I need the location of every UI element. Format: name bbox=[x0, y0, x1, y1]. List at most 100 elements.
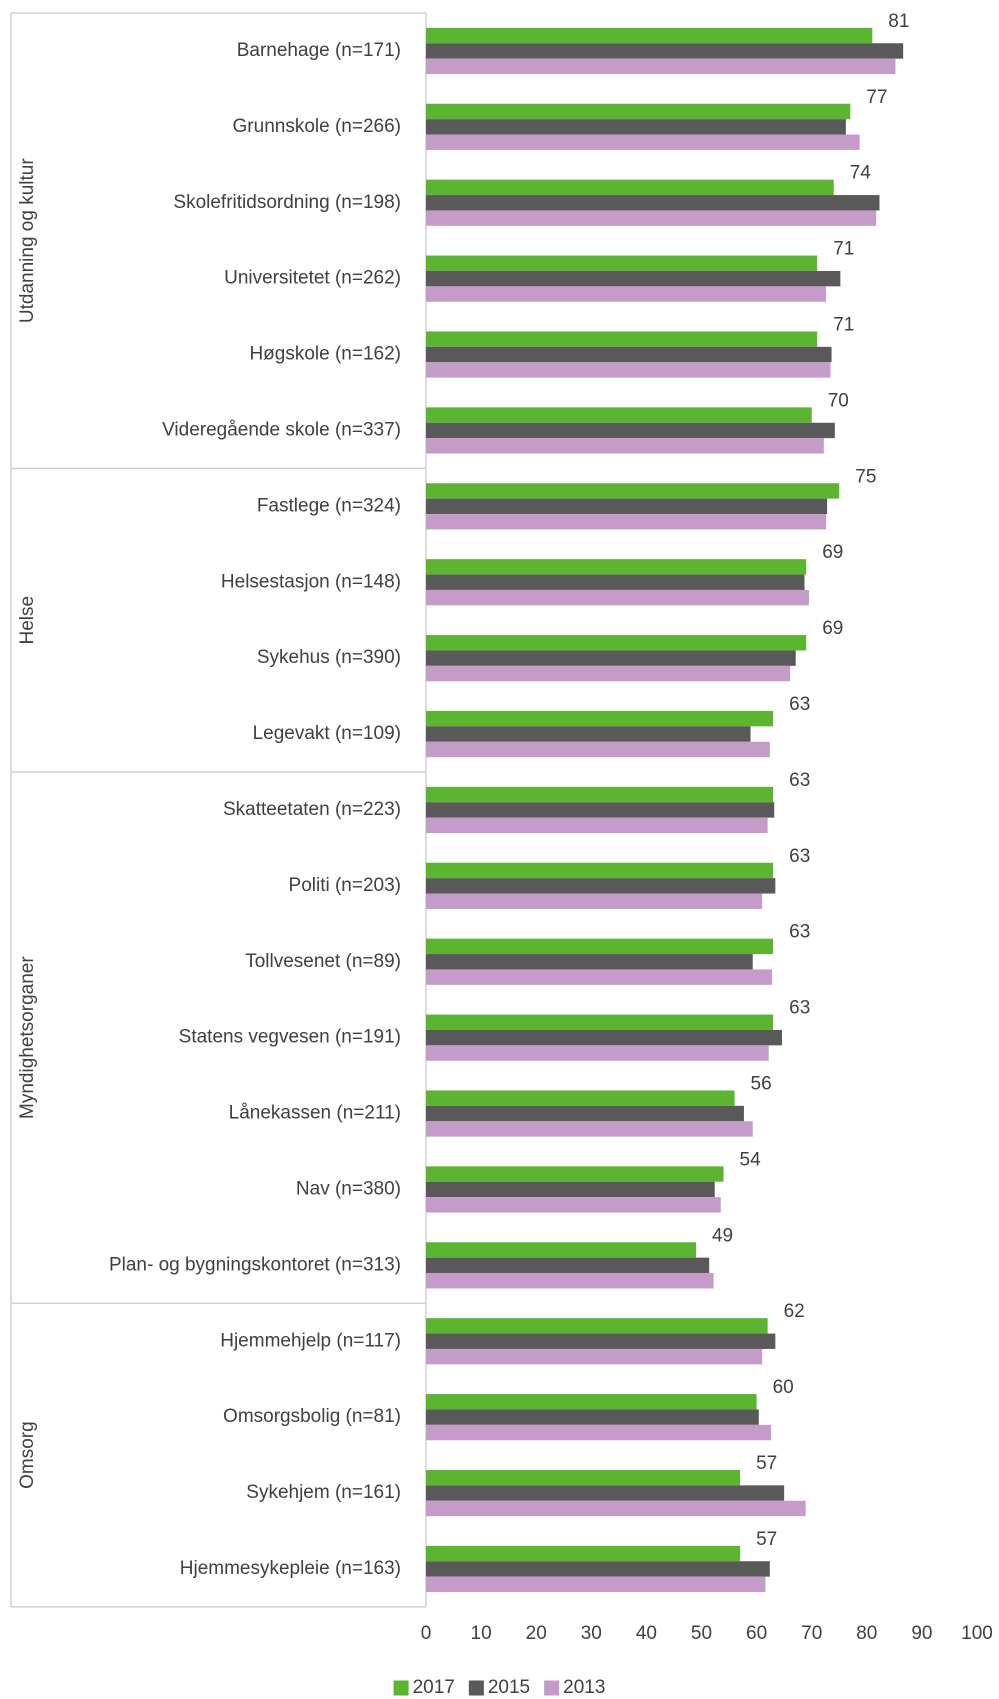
y-tick-label: Hjemmehjelp (n=117) bbox=[220, 1330, 401, 1351]
bar bbox=[426, 954, 753, 970]
y-tick-label: Legevakt (n=109) bbox=[253, 723, 401, 744]
legend-swatch bbox=[393, 1680, 409, 1696]
y-tick-label: Universitetet (n=262) bbox=[224, 268, 401, 289]
bar bbox=[426, 1273, 714, 1289]
bar bbox=[426, 438, 824, 454]
bar bbox=[426, 255, 818, 271]
bar bbox=[426, 589, 809, 606]
bar bbox=[426, 195, 880, 211]
bar bbox=[426, 635, 807, 651]
y-tick-label: Lånekassen (n=211) bbox=[229, 1103, 401, 1124]
y-tick-label: Politi (n=203) bbox=[289, 875, 401, 896]
x-tick-label: 30 bbox=[581, 1623, 602, 1644]
bar bbox=[426, 514, 827, 530]
data-label: 63 bbox=[789, 846, 810, 867]
data-label: 63 bbox=[789, 770, 810, 791]
x-tick-label: 20 bbox=[526, 1623, 547, 1644]
x-tick-label: 60 bbox=[746, 1623, 767, 1644]
group-label: Helse bbox=[17, 596, 38, 645]
y-tick-label: Statens vegvesen (n=191) bbox=[179, 1027, 401, 1048]
bar bbox=[426, 119, 846, 135]
data-label: 77 bbox=[866, 87, 887, 108]
y-tick-label: Tollvesenet (n=89) bbox=[245, 951, 401, 972]
data-label: 60 bbox=[773, 1377, 794, 1398]
x-tick-label: 70 bbox=[801, 1623, 822, 1644]
data-label: 70 bbox=[828, 390, 849, 411]
data-label: 62 bbox=[784, 1301, 805, 1322]
data-label: 81 bbox=[888, 11, 909, 32]
legend-swatch bbox=[468, 1680, 484, 1696]
x-tick-label: 0 bbox=[421, 1623, 432, 1644]
bar bbox=[426, 817, 768, 834]
bar bbox=[426, 1424, 771, 1441]
bar bbox=[426, 665, 791, 682]
group-label: Myndighetsorganer bbox=[17, 956, 38, 1119]
data-label: 57 bbox=[756, 1529, 777, 1550]
bar bbox=[426, 1409, 759, 1425]
bar bbox=[426, 483, 840, 499]
y-tick-label: Grunnskole (n=266) bbox=[233, 116, 401, 137]
bar bbox=[426, 1394, 757, 1410]
y-tick-label: Sykehjem (n=161) bbox=[246, 1482, 401, 1503]
data-label: 54 bbox=[740, 1149, 762, 1170]
bar bbox=[426, 710, 774, 727]
group-label: Utdanning og kultur bbox=[17, 158, 38, 323]
data-label: 71 bbox=[833, 239, 854, 260]
bar bbox=[426, 1485, 785, 1501]
legend-label: 2017 bbox=[413, 1677, 455, 1698]
bar bbox=[426, 878, 776, 894]
bar bbox=[426, 179, 834, 196]
bar bbox=[426, 1333, 776, 1349]
legend-swatch bbox=[544, 1680, 560, 1696]
bar bbox=[426, 270, 841, 287]
data-label: 63 bbox=[789, 998, 810, 1019]
bar bbox=[426, 134, 860, 150]
data-label: 63 bbox=[789, 922, 810, 943]
bar bbox=[426, 802, 775, 818]
bar bbox=[426, 574, 805, 590]
data-label: 49 bbox=[712, 1225, 733, 1246]
bar bbox=[426, 346, 832, 363]
data-label: 71 bbox=[833, 314, 854, 335]
y-tick-label: Helsestasjon (n=148) bbox=[221, 571, 401, 592]
bar bbox=[426, 27, 873, 44]
bar bbox=[426, 1090, 735, 1106]
data-label: 75 bbox=[855, 466, 876, 487]
data-label: 74 bbox=[850, 163, 872, 184]
bar bbox=[426, 103, 851, 120]
y-tick-label: Plan- og bygningskontoret (n=313) bbox=[109, 1254, 401, 1275]
legend-label: 2015 bbox=[488, 1677, 530, 1698]
x-tick-label: 80 bbox=[856, 1623, 877, 1644]
bar bbox=[426, 786, 774, 803]
x-tick-label: 50 bbox=[691, 1623, 712, 1644]
bar bbox=[426, 422, 835, 439]
bar bbox=[426, 1121, 753, 1137]
data-label: 63 bbox=[789, 694, 810, 715]
y-tick-label: Skolefritidsordning (n=198) bbox=[173, 192, 401, 213]
bar bbox=[426, 498, 828, 515]
legend-label: 2013 bbox=[563, 1677, 605, 1698]
y-tick-label: Barnehage (n=171) bbox=[237, 40, 401, 61]
data-label: 69 bbox=[822, 542, 843, 563]
y-tick-label: Videregående skole (n=337) bbox=[162, 419, 401, 440]
bar bbox=[426, 1576, 766, 1593]
bar bbox=[426, 286, 827, 302]
bar bbox=[426, 1197, 721, 1213]
bar bbox=[426, 407, 812, 423]
bar bbox=[426, 559, 807, 575]
bar bbox=[426, 331, 818, 347]
x-tick-label: 10 bbox=[471, 1623, 492, 1644]
bar bbox=[426, 1029, 782, 1046]
y-tick-label: Høgskole (n=162) bbox=[249, 344, 401, 365]
bar bbox=[426, 1166, 724, 1182]
data-label: 69 bbox=[822, 618, 843, 639]
bar bbox=[426, 650, 796, 666]
bar bbox=[426, 893, 763, 909]
bar bbox=[426, 741, 770, 758]
x-tick-label: 90 bbox=[911, 1623, 932, 1644]
y-tick-label: Hjemmesykepleie (n=163) bbox=[180, 1558, 401, 1579]
bar bbox=[426, 969, 773, 985]
bar bbox=[426, 1318, 768, 1334]
bar bbox=[426, 1181, 715, 1198]
